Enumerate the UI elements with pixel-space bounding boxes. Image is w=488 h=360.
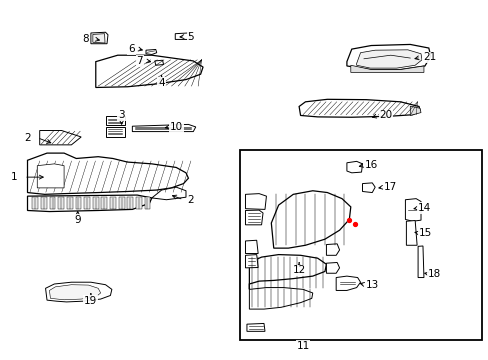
Bar	[239, 149, 482, 339]
Polygon shape	[27, 195, 152, 212]
Polygon shape	[249, 255, 326, 289]
Text: 8: 8	[82, 34, 89, 44]
Text: 1: 1	[11, 172, 18, 182]
Polygon shape	[105, 116, 125, 126]
Polygon shape	[417, 246, 423, 278]
Polygon shape	[299, 99, 419, 117]
Polygon shape	[146, 49, 157, 54]
Polygon shape	[49, 285, 101, 300]
Text: 5: 5	[187, 32, 194, 41]
Text: 19: 19	[84, 296, 97, 306]
Text: 2: 2	[24, 133, 31, 143]
Polygon shape	[93, 34, 105, 43]
Polygon shape	[91, 32, 108, 44]
Text: 7: 7	[136, 56, 142, 66]
Polygon shape	[93, 197, 99, 210]
Polygon shape	[326, 262, 339, 273]
Polygon shape	[45, 282, 112, 302]
Polygon shape	[406, 221, 416, 245]
Text: 6: 6	[128, 44, 134, 54]
Polygon shape	[152, 187, 185, 200]
Polygon shape	[362, 183, 374, 193]
Text: 4: 4	[158, 78, 164, 88]
Polygon shape	[271, 191, 350, 248]
Text: 20: 20	[379, 111, 392, 121]
Polygon shape	[245, 194, 266, 210]
Polygon shape	[127, 197, 133, 210]
Polygon shape	[144, 197, 150, 210]
Text: 3: 3	[118, 111, 124, 121]
Polygon shape	[326, 244, 339, 255]
Polygon shape	[335, 276, 360, 291]
Polygon shape	[32, 197, 38, 210]
Polygon shape	[350, 65, 423, 72]
Polygon shape	[27, 153, 188, 194]
Text: 21: 21	[422, 52, 435, 62]
Polygon shape	[346, 44, 430, 69]
Polygon shape	[58, 197, 64, 210]
Polygon shape	[249, 288, 312, 309]
Text: 2: 2	[187, 195, 194, 205]
Text: 17: 17	[384, 182, 397, 192]
Text: 12: 12	[292, 265, 305, 275]
Polygon shape	[110, 197, 116, 210]
Polygon shape	[40, 131, 81, 145]
Text: 10: 10	[169, 122, 183, 132]
Polygon shape	[75, 197, 81, 210]
Polygon shape	[96, 55, 203, 87]
Text: 15: 15	[418, 228, 431, 238]
Text: 18: 18	[427, 269, 440, 279]
Polygon shape	[136, 197, 142, 210]
Polygon shape	[245, 255, 258, 268]
Text: 16: 16	[364, 160, 377, 170]
Polygon shape	[346, 161, 362, 173]
Polygon shape	[105, 127, 125, 137]
Polygon shape	[356, 50, 421, 68]
Polygon shape	[245, 240, 258, 253]
Text: 14: 14	[417, 203, 430, 213]
Polygon shape	[405, 199, 420, 221]
Polygon shape	[41, 197, 47, 210]
Polygon shape	[119, 197, 124, 210]
Polygon shape	[37, 164, 64, 188]
Polygon shape	[132, 125, 195, 132]
Text: 13: 13	[365, 280, 378, 290]
Polygon shape	[245, 210, 263, 225]
Polygon shape	[155, 60, 163, 65]
Polygon shape	[175, 33, 190, 40]
Polygon shape	[84, 197, 90, 210]
Polygon shape	[67, 197, 73, 210]
Text: 11: 11	[296, 341, 309, 351]
Polygon shape	[246, 323, 264, 331]
Text: 9: 9	[74, 215, 81, 225]
Polygon shape	[101, 197, 107, 210]
Polygon shape	[409, 106, 420, 116]
Polygon shape	[50, 197, 55, 210]
